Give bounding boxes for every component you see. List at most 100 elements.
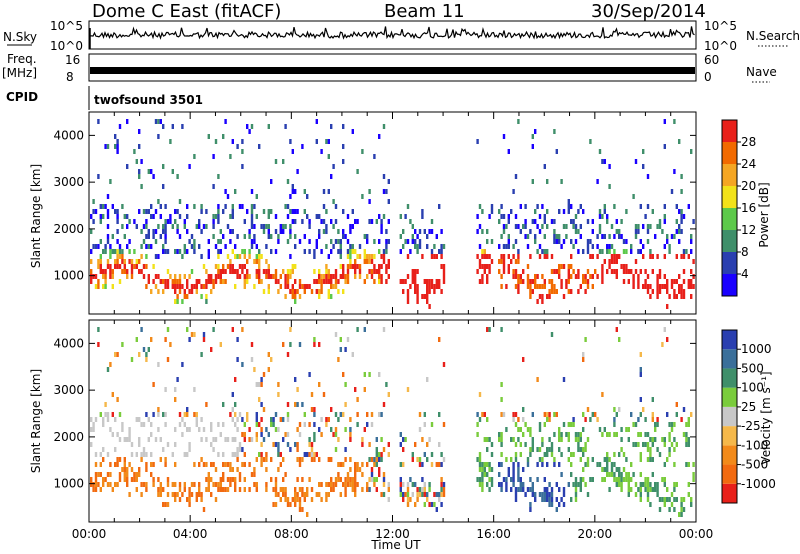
power-echo	[190, 284, 194, 289]
power-echo	[234, 244, 237, 249]
power-echo	[673, 169, 676, 174]
power-echo	[277, 279, 280, 284]
power-echo	[666, 289, 669, 294]
power-echo	[690, 234, 693, 239]
velocity-echo	[654, 437, 657, 442]
power-echo	[320, 249, 323, 254]
velocity-echo	[145, 357, 148, 362]
velocity-echo	[661, 477, 664, 482]
power-echo	[99, 214, 102, 219]
velocity-echo	[313, 407, 316, 412]
velocity-echo	[265, 487, 268, 492]
velocity-echo	[625, 472, 628, 477]
power-echo	[356, 169, 359, 174]
power-echo	[97, 284, 100, 289]
power-echo	[370, 259, 374, 264]
velocity-echo	[399, 442, 402, 447]
power-echo	[483, 264, 486, 269]
power-echo	[366, 234, 369, 239]
power-echo	[656, 284, 659, 289]
velocity-echo	[560, 452, 563, 457]
velocity-echo	[226, 437, 230, 442]
power-echo	[642, 254, 645, 259]
power-echo	[330, 294, 333, 299]
power-echo	[378, 279, 381, 284]
velocity-echo	[435, 462, 438, 467]
power-echo	[613, 204, 616, 209]
power-echo	[435, 284, 438, 289]
velocity-echo	[368, 372, 371, 377]
velocity-echo	[238, 442, 242, 447]
velocity-echo	[387, 487, 390, 492]
velocity-echo	[418, 492, 422, 497]
power-echo	[289, 224, 292, 229]
velocity-echo	[598, 427, 602, 432]
power-echo	[603, 234, 606, 239]
velocity-echo	[550, 447, 554, 452]
velocity-echo	[651, 457, 654, 462]
power-echo	[236, 274, 239, 279]
velocity-echo	[241, 362, 244, 367]
power-echo	[656, 274, 659, 279]
velocity-echo	[94, 452, 98, 457]
power-echo	[356, 219, 359, 224]
power-echo	[224, 244, 227, 249]
power-echo	[678, 239, 681, 244]
power-echo	[675, 204, 678, 209]
velocity-echo	[622, 467, 626, 472]
power-echo	[438, 279, 441, 284]
power-echo	[625, 209, 628, 214]
velocity-echo	[298, 487, 302, 492]
velocity-echo	[366, 462, 369, 467]
velocity-echo	[574, 477, 578, 482]
velocity-echo	[594, 412, 597, 417]
power-echo	[267, 264, 270, 269]
velocity-echo	[531, 442, 534, 447]
power-echo	[486, 239, 489, 244]
velocity-echo	[97, 482, 100, 487]
power-echo	[294, 264, 297, 269]
velocity-echo	[558, 502, 561, 507]
velocity-echo	[102, 422, 105, 427]
velocity-echo	[572, 422, 575, 427]
power-echo	[349, 259, 352, 264]
power-echo	[346, 279, 350, 284]
velocity-echo	[500, 382, 503, 387]
power-echo	[502, 229, 506, 234]
velocity-echo	[138, 437, 141, 442]
velocity-echo	[363, 372, 366, 377]
velocity-echo	[140, 327, 143, 332]
velocity-echo	[642, 482, 645, 487]
velocity-echo	[574, 432, 578, 437]
velocity-echo	[164, 337, 167, 342]
velocity-echo	[430, 462, 434, 467]
power-echo	[109, 179, 112, 184]
velocity-echo	[421, 487, 424, 492]
power-echo	[663, 274, 666, 279]
power-echo	[678, 229, 681, 234]
velocity-echo	[406, 492, 410, 497]
power-echo	[529, 229, 532, 234]
velocity-echo	[188, 497, 191, 502]
velocity-echo	[570, 462, 573, 467]
velocity-echo	[514, 497, 518, 502]
velocity-echo	[582, 452, 585, 457]
power-echo	[327, 139, 330, 144]
power-echo	[116, 259, 119, 264]
velocity-echo	[229, 462, 232, 467]
power-echo	[646, 284, 650, 289]
power-echo	[140, 244, 143, 249]
power-echo	[154, 229, 158, 234]
power-echo	[186, 284, 189, 289]
power-echo	[92, 244, 95, 249]
power-echo	[639, 239, 642, 244]
power-echo	[291, 289, 294, 294]
velocity-echo	[428, 502, 431, 507]
power-echo	[430, 249, 434, 254]
power-echo	[123, 269, 126, 274]
power-echo	[481, 254, 484, 259]
power-echo	[570, 264, 573, 269]
velocity-echo	[366, 412, 369, 417]
velocity-echo	[296, 447, 299, 452]
power-echo	[238, 264, 242, 269]
